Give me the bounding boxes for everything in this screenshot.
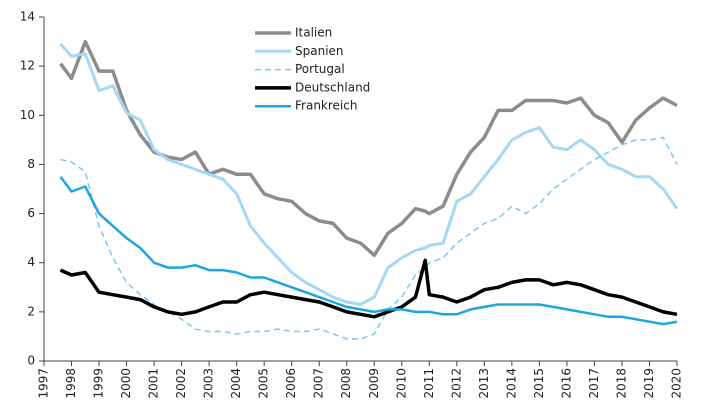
x-tick-label: 2001 (147, 368, 161, 399)
legend-label: Italien (295, 26, 332, 40)
x-tick-label: 2019 (642, 368, 656, 399)
y-tick-label: 8 (27, 157, 35, 171)
x-tick-label: 2008 (339, 368, 353, 399)
y-tick-label: 14 (20, 10, 35, 24)
x-tick-label: 2015 (532, 368, 546, 399)
x-tick-label: 2003 (202, 368, 216, 399)
x-tick-label: 2007 (312, 368, 326, 399)
x-tick-label: 2009 (367, 368, 381, 399)
series-line (59, 175, 678, 326)
y-tick-label: 12 (20, 59, 35, 73)
x-tick-label: 2005 (257, 368, 271, 399)
x-tick-label: 2020 (670, 368, 684, 399)
x-tick-label: 2011 (422, 368, 436, 399)
y-tick-label: 6 (27, 206, 35, 220)
x-tick-label: 2012 (449, 368, 463, 399)
x-tick-label: 2014 (504, 368, 518, 399)
x-tick-label: 2004 (229, 368, 243, 399)
series-line (59, 43, 679, 306)
y-tick-label: 2 (27, 304, 35, 318)
legend-label: Frankreich (295, 99, 357, 113)
x-tick-label: 2010 (394, 368, 408, 399)
series-line (60, 136, 678, 340)
x-tick-label: 1997 (37, 368, 51, 399)
x-tick-label: 2002 (174, 368, 188, 399)
y-tick-label: 4 (27, 255, 35, 269)
legend-label: Deutschland (295, 80, 370, 94)
x-tick-label: 2013 (477, 368, 491, 399)
x-tick-label: 1998 (64, 368, 78, 399)
x-tick-label: 2000 (119, 368, 133, 399)
series-line (59, 258, 678, 319)
x-tick-label: 2018 (614, 368, 628, 399)
y-tick-label: 10 (20, 108, 35, 122)
x-tick-label: 1999 (92, 368, 106, 399)
y-tick-label: 0 (27, 354, 35, 368)
legend-label: Spanien (295, 44, 344, 58)
x-tick-label: 2016 (559, 368, 573, 399)
x-tick-label: 2017 (587, 368, 601, 399)
legend-label: Portugal (295, 62, 345, 76)
x-tick-label: 2006 (284, 368, 298, 399)
